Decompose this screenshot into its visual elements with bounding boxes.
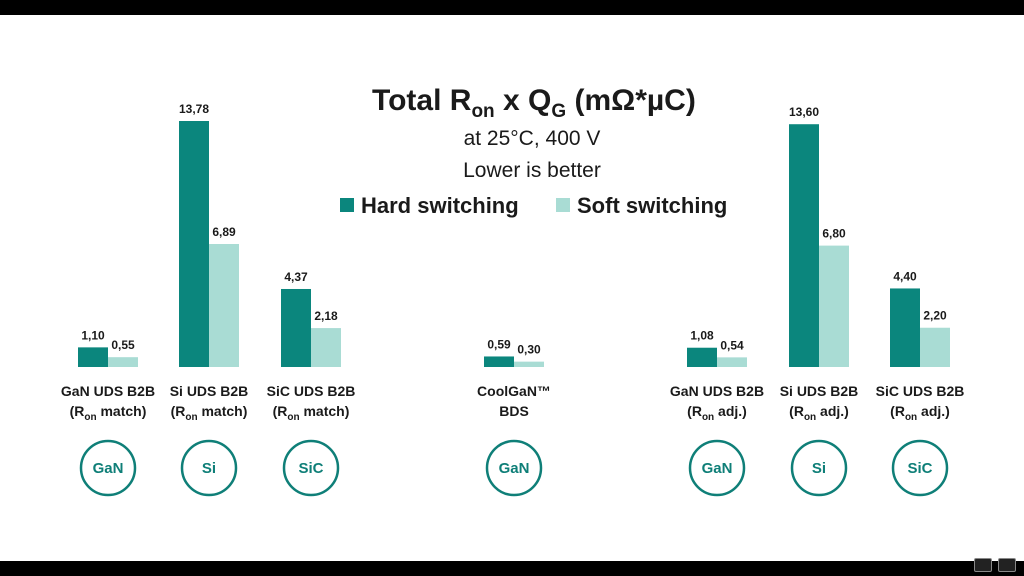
value-label-soft-switching: 0,54 (720, 338, 744, 352)
badge-label: Si (812, 460, 826, 477)
bar-soft-switching (514, 361, 544, 367)
material-badge: Si (180, 439, 238, 497)
value-label-soft-switching: 6,80 (822, 227, 846, 241)
subtitle-lower-is-better: Lower is better (463, 159, 601, 182)
material-badge: Si (790, 439, 848, 497)
value-label-soft-switching: 2,20 (923, 309, 947, 323)
value-label-hard-switching: 0,59 (487, 337, 511, 351)
value-label-hard-switching: 13,60 (789, 105, 819, 119)
bar-soft-switching (209, 244, 239, 367)
value-labels: 1,10 0,55 13,78 6,89 4,37 2,18 0,59 0,30 1,08 0,5… (81, 102, 947, 357)
badge-label: SiC (298, 460, 323, 477)
bar-hard-switching (789, 124, 819, 368)
bars (78, 121, 950, 368)
value-label-hard-switching: 1,08 (690, 329, 714, 343)
value-label-hard-switching: 13,78 (179, 102, 209, 116)
chart-title: Total Ron x QG (mΩ*µC) at 25°C, 400 V Lo… (372, 84, 696, 182)
legend: Hard switching Soft switching (340, 193, 727, 218)
player-controls (974, 555, 1016, 575)
fullscreen-icon[interactable] (998, 558, 1016, 572)
badge-circle (180, 439, 238, 497)
bar-hard-switching (78, 347, 108, 367)
bar-chart: Total Ron x QG (mΩ*µC) at 25°C, 400 V Lo… (61, 84, 964, 497)
category-label-line1: SiC UDS B2B (876, 383, 965, 399)
bar-soft-switching (717, 357, 747, 367)
category-label-line1: GaN UDS B2B (670, 383, 764, 399)
slide: Total Ron x QG (mΩ*µC) at 25°C, 400 V Lo… (0, 15, 1024, 561)
badge-circle (282, 439, 340, 497)
material-badges: GaN Si SiC GaN GaN Si SiC (79, 439, 949, 497)
value-label-hard-switching: 4,40 (893, 269, 917, 283)
badge-label: GaN (499, 460, 530, 477)
category-label-line1: Si UDS B2B (780, 383, 859, 399)
value-label-soft-switching: 0,30 (517, 343, 541, 357)
bar-hard-switching (179, 121, 209, 367)
category-label-line2: (Ron adj.) (687, 403, 747, 423)
legend-label-hard-switching: Hard switching (361, 193, 519, 218)
material-badge: SiC (282, 439, 340, 497)
badge-label: GaN (702, 460, 733, 477)
chart-title-text: Total Ron x QG (mΩ*µC) (372, 84, 696, 122)
category-label-line1: Si UDS B2B (170, 383, 249, 399)
bar-soft-switching (819, 245, 849, 367)
value-label-soft-switching: 2,18 (314, 309, 338, 323)
bar-hard-switching (687, 347, 717, 367)
subtitle-conditions: at 25°C, 400 V (464, 127, 601, 150)
bar-hard-switching (484, 356, 514, 367)
legend-swatch-hard-switching (340, 198, 354, 212)
category-label-line2: (Ron match) (273, 403, 350, 423)
value-label-hard-switching: 4,37 (284, 270, 308, 284)
category-label-line1: CoolGaN™ (477, 383, 551, 399)
badge-label: Si (202, 460, 216, 477)
category-label-line2: (Ron adj.) (890, 403, 950, 423)
badge-circle (79, 439, 137, 497)
legend-label-soft-switching: Soft switching (577, 193, 727, 218)
badge-circle (485, 439, 543, 497)
bar-hard-switching (890, 288, 920, 367)
bar-soft-switching (311, 328, 341, 367)
legend-swatch-soft-switching (556, 198, 570, 212)
bar-soft-switching (920, 327, 950, 367)
captions-icon[interactable] (974, 558, 992, 572)
material-badge: GaN (79, 439, 137, 497)
category-label-line1: SiC UDS B2B (267, 383, 356, 399)
bar-soft-switching (108, 357, 138, 367)
category-labels: GaN UDS B2B (Ron match) Si UDS B2B (Ron mat… (61, 383, 964, 423)
category-label-line2: BDS (499, 403, 529, 419)
badge-label: SiC (907, 460, 932, 477)
badge-label: GaN (93, 460, 124, 477)
badge-circle (891, 439, 949, 497)
category-label-line2: (Ron match) (70, 403, 147, 423)
material-badge: GaN (485, 439, 543, 497)
material-badge: GaN (688, 439, 746, 497)
value-label-hard-switching: 1,10 (81, 328, 105, 342)
bottom-bar (0, 561, 1024, 576)
bar-hard-switching (281, 288, 311, 367)
material-badge: SiC (891, 439, 949, 497)
value-label-soft-switching: 6,89 (212, 225, 236, 239)
category-label-line2: (Ron adj.) (789, 403, 849, 423)
badge-circle (688, 439, 746, 497)
value-label-soft-switching: 0,55 (111, 338, 135, 352)
badge-circle (790, 439, 848, 497)
category-label-line2: (Ron match) (171, 403, 248, 423)
category-label-line1: GaN UDS B2B (61, 383, 155, 399)
